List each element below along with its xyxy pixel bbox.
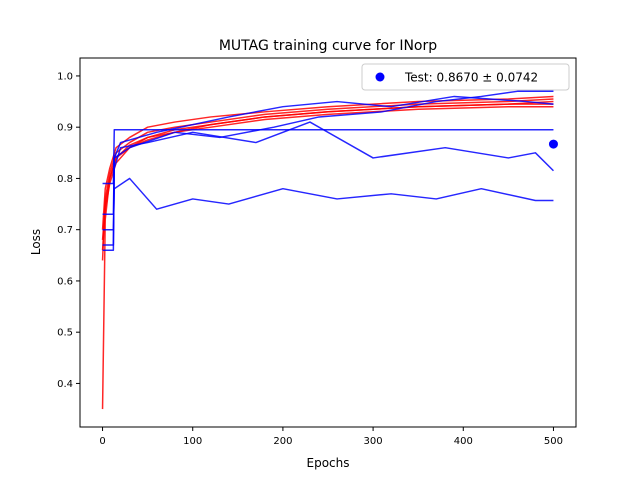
chart-title: MUTAG training curve for INorp: [219, 38, 437, 54]
y-tick-label: 0.7: [57, 225, 73, 236]
x-ticks: 0 100 200 300 400 500: [99, 427, 563, 447]
y-ticks: 0.4 0.5 0.6 0.7 0.8 0.9 1.0: [57, 71, 80, 390]
y-axis-label: Loss: [29, 229, 43, 255]
y-tick-label: 0.8: [57, 174, 73, 185]
marker-layer: [548, 139, 558, 149]
x-axis-label: Epochs: [307, 456, 350, 470]
validation-series-line-7: [102, 121, 554, 246]
train-series-line-1: [101, 98, 554, 261]
legend-label: Test: 0.8670 ± 0.0742: [404, 71, 538, 85]
x-tick-label: 400: [454, 436, 473, 447]
legend-box: [361, 63, 570, 91]
validation-series-line-8: [102, 90, 554, 216]
legend: Test: 0.8670 ± 0.0742: [361, 63, 570, 91]
plot-area: [101, 90, 558, 410]
x-tick-label: 500: [544, 436, 563, 447]
train-series-line-4: [101, 103, 554, 240]
legend-marker-icon: [375, 72, 385, 82]
y-tick-label: 0.5: [57, 328, 73, 339]
test-result-point: [548, 139, 558, 149]
y-tick-label: 0.4: [57, 379, 73, 390]
series-layer: [101, 90, 554, 410]
x-tick-label: 0: [99, 436, 105, 447]
y-tick-label: 1.0: [57, 71, 73, 82]
validation-series-line-9: [102, 177, 554, 231]
validation-series-line-6: [102, 95, 554, 251]
x-tick-label: 300: [364, 436, 383, 447]
train-series-line-0: [101, 100, 554, 410]
y-tick-label: 0.6: [57, 276, 73, 287]
x-tick-label: 100: [183, 436, 202, 447]
y-tick-label: 0.9: [57, 123, 73, 134]
axes-frame: [79, 57, 577, 428]
x-tick-label: 200: [273, 436, 292, 447]
validation-series-line-5: [102, 129, 554, 185]
